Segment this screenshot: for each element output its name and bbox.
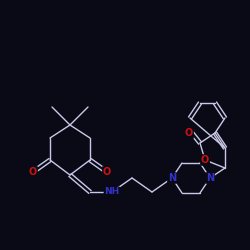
Text: O: O — [185, 128, 193, 138]
Text: N: N — [206, 173, 214, 183]
Text: O: O — [29, 167, 37, 177]
Text: O: O — [103, 167, 111, 177]
Text: N: N — [168, 173, 176, 183]
Text: NH: NH — [104, 188, 120, 196]
Text: O: O — [201, 155, 209, 165]
